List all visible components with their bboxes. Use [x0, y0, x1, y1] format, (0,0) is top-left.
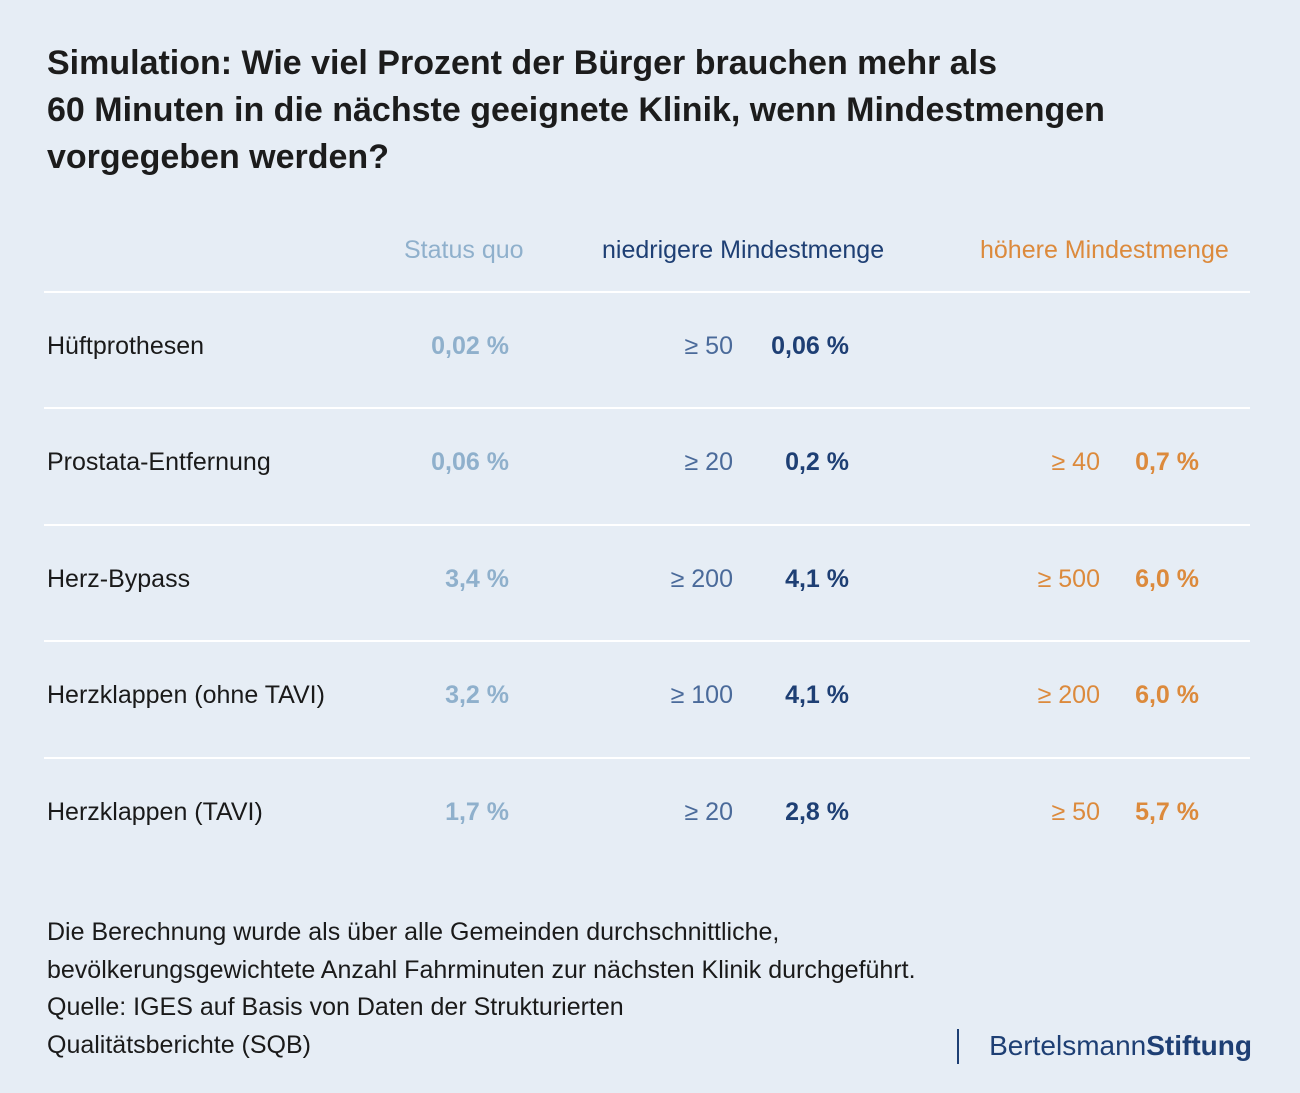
row-label: Herz-Bypass	[47, 565, 191, 593]
lower-value: 4,1 %	[785, 681, 849, 709]
higher-value: 6,0 %	[1135, 565, 1199, 593]
row-divider	[44, 757, 1250, 759]
footnote: Die Berechnung wurde als über alle Gemei…	[47, 914, 1047, 1064]
status-quo-value: 1,7 %	[445, 798, 509, 826]
status-quo-value: 0,06 %	[431, 448, 509, 476]
higher-value: 6,0 %	[1135, 681, 1199, 709]
chart-title: Simulation: Wie viel Prozent der Bürger …	[47, 40, 1247, 181]
footnote-line: Die Berechnung wurde als über alle Gemei…	[47, 918, 780, 946]
higher-threshold: ≥ 40	[1051, 448, 1100, 476]
lower-value: 4,1 %	[785, 565, 849, 593]
row-label: Hüftprothesen	[47, 332, 205, 360]
logo-part-1: Bertelsmann	[989, 1030, 1147, 1061]
row-label: Prostata-Entfernung	[47, 448, 271, 476]
row-label: Herzklappen (ohne TAVI)	[47, 681, 325, 709]
lower-value: 0,06 %	[771, 332, 849, 360]
column-header-status-quo: Status quo	[404, 236, 524, 264]
row-divider	[44, 524, 1250, 526]
higher-threshold: ≥ 50	[1051, 798, 1100, 826]
lower-value: 2,8 %	[785, 798, 849, 826]
table-row: Herzklappen (ohne TAVI) 3,2 % ≥ 100 4,1 …	[0, 642, 1300, 758]
higher-threshold: ≥ 200	[1037, 681, 1100, 709]
higher-value: 0,7 %	[1135, 448, 1199, 476]
status-quo-value: 3,2 %	[445, 681, 509, 709]
table-row: Hüftprothesen 0,02 % ≥ 50 0,06 %	[0, 293, 1300, 409]
column-header-lower-minimum: niedrigere Mindestmenge	[602, 236, 885, 264]
table-row: Prostata-Entfernung 0,06 % ≥ 20 0,2 % ≥ …	[0, 409, 1300, 525]
title-line: Simulation: Wie viel Prozent der Bürger …	[47, 44, 998, 82]
lower-threshold: ≥ 20	[684, 798, 733, 826]
lower-value: 0,2 %	[785, 448, 849, 476]
row-divider	[44, 291, 1250, 293]
column-header-higher-minimum: höhere Mindestmenge	[980, 236, 1229, 264]
row-label: Herzklappen (TAVI)	[47, 798, 263, 826]
source-line: Quelle: IGES auf Basis von Daten der Str…	[47, 993, 624, 1021]
lower-threshold: ≥ 50	[684, 332, 733, 360]
lower-threshold: ≥ 20	[684, 448, 733, 476]
lower-threshold: ≥ 200	[670, 565, 733, 593]
status-quo-value: 0,02 %	[431, 332, 509, 360]
footnote-line: bevölkerungsgewichtete Anzahl Fahrminute…	[47, 955, 916, 984]
row-divider	[44, 640, 1250, 642]
table-row: Herzklappen (TAVI) 1,7 % ≥ 20 2,8 % ≥ 50…	[0, 759, 1300, 875]
source-line: Qualitätsberichte (SQB)	[47, 1030, 311, 1059]
title-line: vorgegeben werden?	[47, 138, 389, 176]
table-row: Herz-Bypass 3,4 % ≥ 200 4,1 % ≥ 500 6,0 …	[0, 526, 1300, 642]
lower-threshold: ≥ 100	[670, 681, 733, 709]
title-line: 60 Minuten in die nächste geeignete Klin…	[47, 91, 1105, 129]
logo-part-2: Stiftung	[1146, 1030, 1252, 1061]
higher-threshold: ≥ 500	[1037, 565, 1100, 593]
higher-value: 5,7 %	[1135, 798, 1199, 826]
status-quo-value: 3,4 %	[445, 565, 509, 593]
bertelsmann-stiftung-logo: BertelsmannStiftung	[989, 1030, 1252, 1062]
row-divider	[44, 407, 1250, 409]
logo-divider	[957, 1029, 959, 1064]
